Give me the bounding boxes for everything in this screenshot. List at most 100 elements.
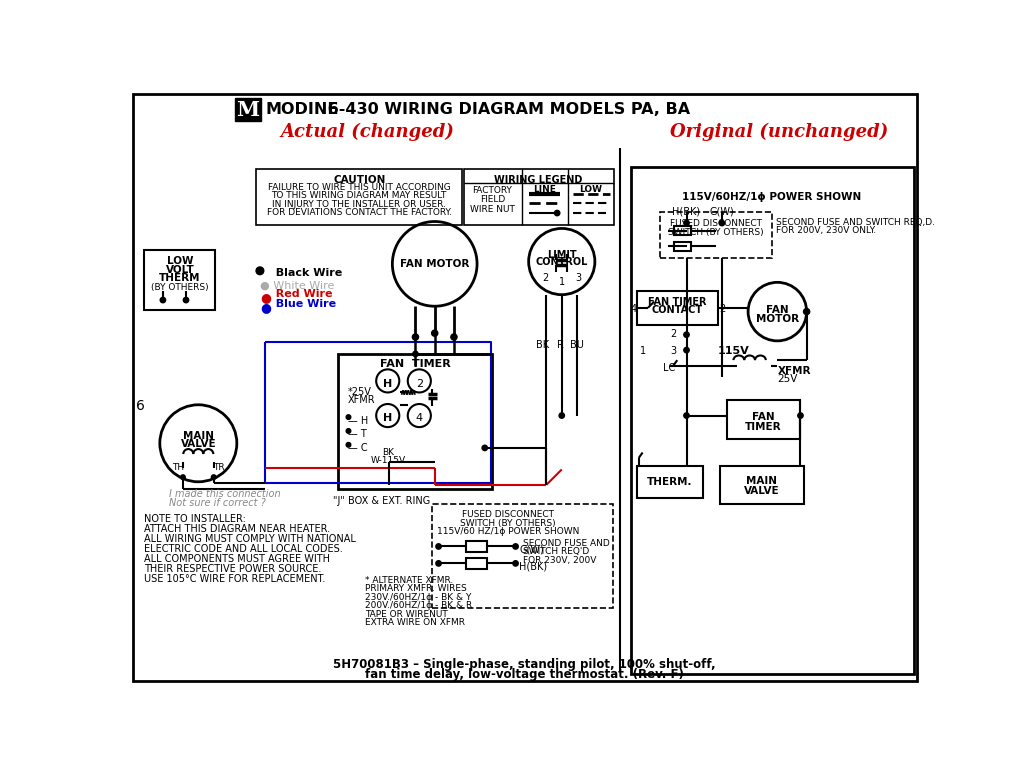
- Text: Red Wire: Red Wire: [267, 290, 332, 300]
- Bar: [674, 226, 691, 235]
- Text: XFMR: XFMR: [777, 366, 811, 376]
- Circle shape: [346, 429, 351, 433]
- Text: *25V: *25V: [348, 387, 372, 397]
- Text: Not sure if correct ?: Not sure if correct ?: [169, 498, 266, 508]
- Text: CONTACT: CONTACT: [651, 306, 702, 316]
- Text: SECOND FUSE AND: SECOND FUSE AND: [523, 539, 610, 548]
- Text: WIRING LEGEND: WIRING LEGEND: [495, 174, 583, 184]
- Bar: [256, 169, 463, 224]
- Text: 3: 3: [671, 346, 677, 356]
- Text: ●: ●: [260, 291, 270, 304]
- Text: FUSED DISCONNECT: FUSED DISCONNECT: [670, 219, 762, 228]
- Text: FAN: FAN: [766, 306, 788, 316]
- Text: FOR 200V, 230V ONLY.: FOR 200V, 230V ONLY.: [776, 226, 876, 235]
- Bar: [466, 558, 487, 569]
- Text: ATTACH THIS DIAGRAM NEAR HEATER.: ATTACH THIS DIAGRAM NEAR HEATER.: [144, 524, 331, 534]
- Text: 5H70081B3 – Single-phase, standing pilot, 100% shut-off,: 5H70081B3 – Single-phase, standing pilot…: [334, 658, 716, 671]
- Bar: [466, 541, 487, 552]
- Text: FUSED DISCONNECT: FUSED DISCONNECT: [462, 510, 554, 519]
- Text: G(W): G(W): [519, 545, 544, 554]
- Text: I made this connection: I made this connection: [169, 489, 281, 499]
- Text: 4: 4: [416, 413, 423, 423]
- Text: H: H: [383, 379, 392, 389]
- Text: ● White Wire: ● White Wire: [260, 281, 334, 291]
- Text: (BY OTHERS): (BY OTHERS): [151, 283, 209, 292]
- Circle shape: [451, 334, 457, 340]
- Bar: [339, 354, 493, 488]
- Circle shape: [684, 347, 689, 353]
- Text: ALL COMPONENTS MUST AGREE WITH: ALL COMPONENTS MUST AGREE WITH: [144, 554, 331, 564]
- Text: Blue Wire: Blue Wire: [267, 300, 336, 310]
- Circle shape: [559, 413, 564, 419]
- Text: MODINE: MODINE: [265, 102, 339, 118]
- Text: 200V./60HZ/1ϕ - BK & R: 200V./60HZ/1ϕ - BK & R: [366, 601, 473, 610]
- Text: TH: TH: [172, 463, 184, 472]
- Text: FAN MOTOR: FAN MOTOR: [400, 260, 469, 270]
- Circle shape: [346, 415, 351, 419]
- Text: CONTROL: CONTROL: [536, 257, 588, 267]
- Text: MAIN: MAIN: [183, 431, 214, 441]
- Text: MAIN: MAIN: [746, 475, 777, 485]
- Text: FIELD: FIELD: [480, 195, 505, 204]
- Circle shape: [684, 332, 689, 337]
- Bar: [727, 400, 801, 439]
- Text: CAUTION: CAUTION: [333, 174, 385, 184]
- Circle shape: [256, 267, 264, 275]
- Text: TAPE OR WIRENUT: TAPE OR WIRENUT: [366, 610, 449, 618]
- Circle shape: [211, 475, 216, 479]
- Circle shape: [436, 561, 441, 566]
- Text: ELECTRIC CODE AND ALL LOCAL CODES.: ELECTRIC CODE AND ALL LOCAL CODES.: [144, 545, 343, 554]
- Bar: [637, 291, 718, 326]
- Circle shape: [346, 442, 351, 447]
- Bar: [674, 242, 691, 251]
- Bar: [637, 465, 702, 498]
- Text: 6: 6: [136, 399, 144, 412]
- Text: 4: 4: [631, 304, 637, 314]
- Text: G(W): G(W): [710, 206, 734, 216]
- Text: THEIR RESPECTIVE POWER SOURCE.: THEIR RESPECTIVE POWER SOURCE.: [144, 564, 322, 574]
- Text: SWITCH (BY OTHERS): SWITCH (BY OTHERS): [668, 227, 764, 237]
- Text: M: M: [237, 100, 259, 120]
- Text: 115V/60HZ/1ϕ POWER SHOWN: 115V/60HZ/1ϕ POWER SHOWN: [682, 192, 861, 202]
- Bar: [144, 250, 215, 310]
- Circle shape: [160, 297, 166, 303]
- Circle shape: [413, 334, 419, 340]
- Text: LOW: LOW: [167, 257, 194, 266]
- Circle shape: [684, 413, 689, 419]
- Text: 2: 2: [416, 379, 423, 389]
- Text: MOTOR: MOTOR: [756, 314, 799, 324]
- Text: BU: BU: [570, 340, 584, 350]
- Text: FAN  TIMER: FAN TIMER: [380, 359, 451, 369]
- Text: XFMR: XFMR: [348, 395, 376, 405]
- Bar: [234, 98, 261, 121]
- Text: 230V./60HZ/1ϕ - BK & Y: 230V./60HZ/1ϕ - BK & Y: [366, 593, 472, 601]
- Text: PRIMARY XMFR. WIRES: PRIMARY XMFR. WIRES: [366, 584, 467, 593]
- Bar: [464, 169, 614, 224]
- Text: H(BK): H(BK): [519, 561, 548, 571]
- Text: "J" BOX & EXT. RING: "J" BOX & EXT. RING: [333, 496, 430, 506]
- Text: VALVE: VALVE: [744, 486, 779, 496]
- Bar: [720, 465, 804, 504]
- Text: 1: 1: [640, 346, 646, 356]
- Text: SECOND FUSE AND SWITCH REQ,D.: SECOND FUSE AND SWITCH REQ,D.: [776, 217, 935, 227]
- Text: 25V: 25V: [777, 374, 798, 384]
- Text: Actual (changed): Actual (changed): [281, 123, 455, 141]
- Text: EXTRA WIRE ON XFMR: EXTRA WIRE ON XFMR: [366, 618, 466, 627]
- Circle shape: [482, 445, 487, 451]
- Text: fan time delay, low-voltage thermostat. (Rev. F): fan time delay, low-voltage thermostat. …: [366, 668, 684, 681]
- Text: SWITCH REQ'D: SWITCH REQ'D: [523, 548, 590, 556]
- Bar: [631, 167, 914, 674]
- Bar: [432, 504, 613, 608]
- Text: THERM.: THERM.: [647, 477, 692, 487]
- Text: LINE: LINE: [534, 184, 556, 194]
- Text: BK: BK: [536, 340, 549, 350]
- Text: 3: 3: [574, 273, 581, 283]
- Text: 2: 2: [671, 329, 677, 339]
- Text: 1: 1: [559, 277, 565, 287]
- Circle shape: [180, 475, 185, 479]
- Text: BK: BK: [383, 448, 394, 457]
- Text: FOR DEVIATIONS CONTACT THE FACTORY.: FOR DEVIATIONS CONTACT THE FACTORY.: [267, 208, 452, 217]
- Circle shape: [432, 330, 438, 336]
- Text: LIMIT: LIMIT: [547, 250, 577, 260]
- Bar: [660, 211, 772, 258]
